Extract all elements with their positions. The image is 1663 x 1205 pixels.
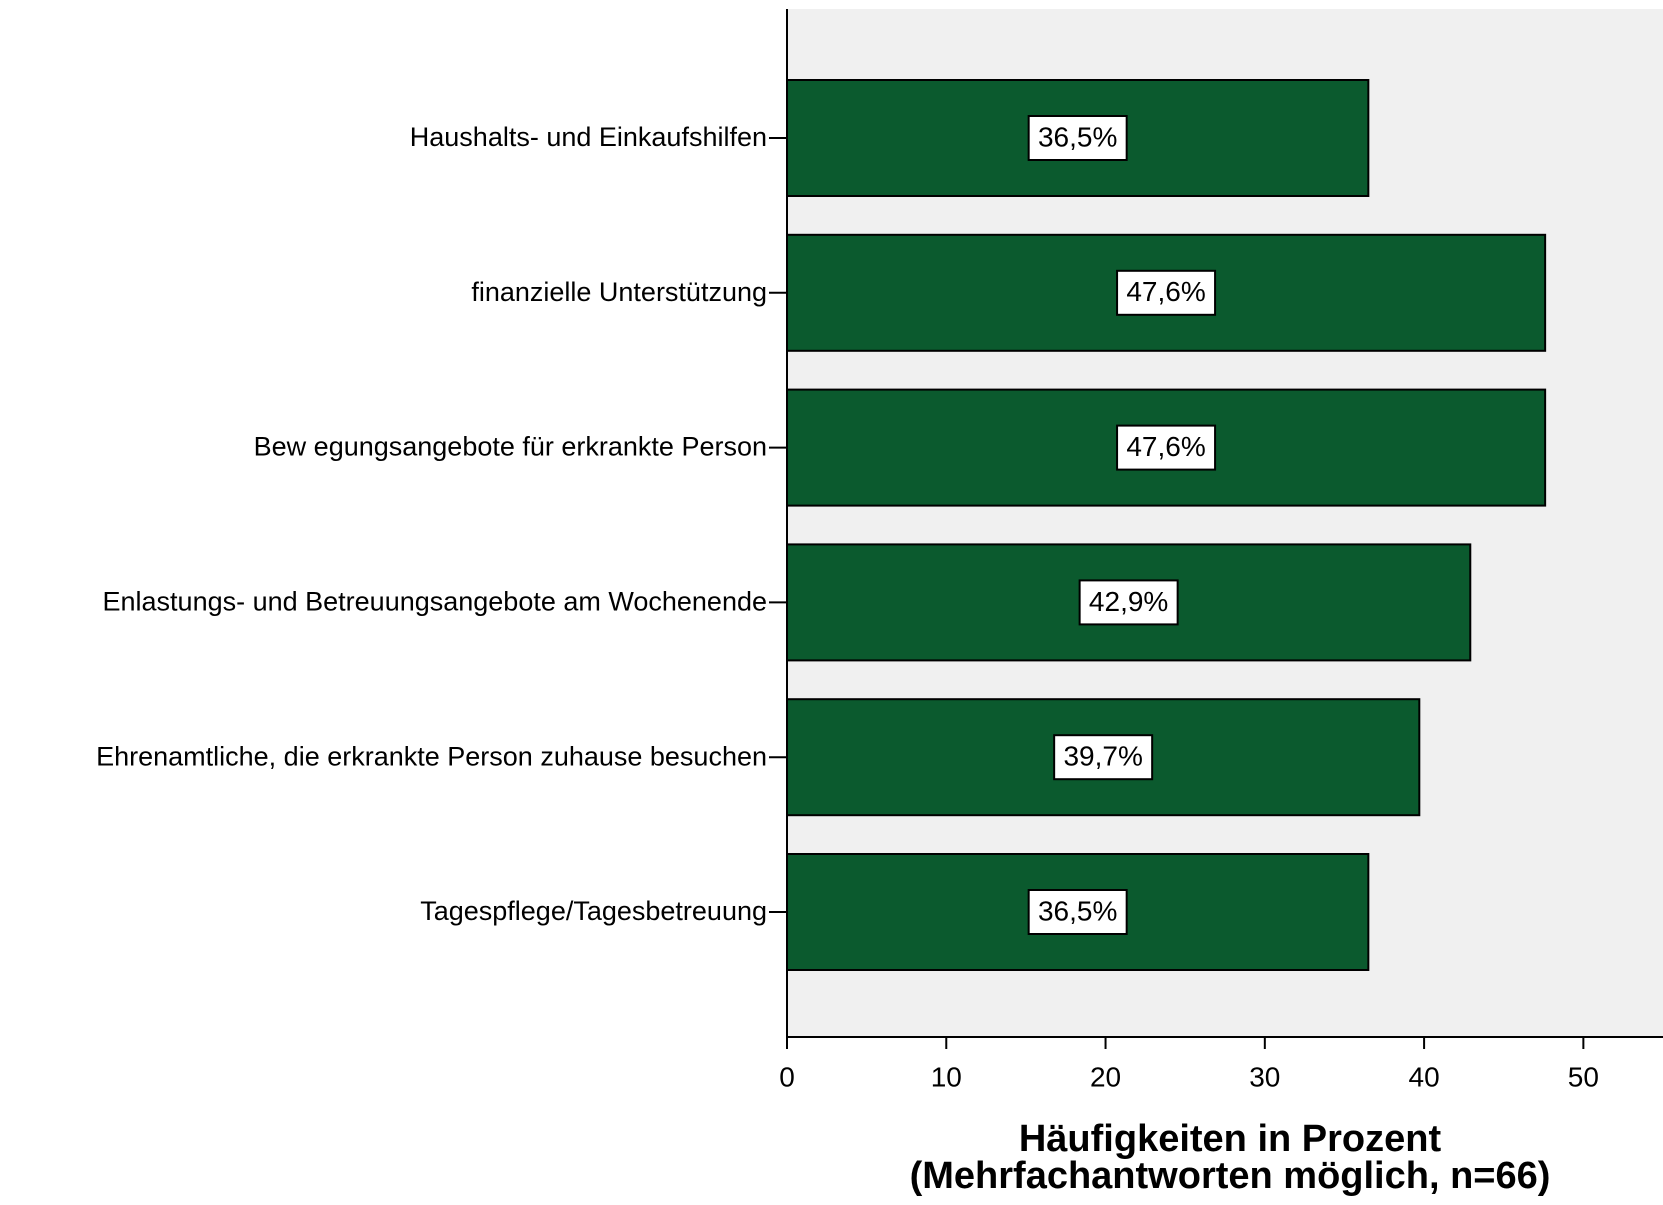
- value-label-box: [1116, 424, 1217, 471]
- value-label: 36,5%: [1038, 121, 1117, 152]
- value-label: 47,6%: [1126, 431, 1205, 462]
- value-label: 47,6%: [1126, 276, 1205, 307]
- x-tick-label: 50: [1568, 1061, 1599, 1092]
- x-tick-label: 10: [931, 1061, 962, 1092]
- value-label-box: [1027, 889, 1128, 935]
- x-tick-label: 20: [1090, 1061, 1121, 1092]
- x-axis-label: Häufigkeiten in Prozent: [1019, 1118, 1442, 1160]
- x-tick-label: 40: [1409, 1061, 1440, 1092]
- value-label: 39,7%: [1063, 741, 1142, 772]
- value-label-box: [1116, 269, 1217, 316]
- value-label-box: [1027, 115, 1128, 161]
- x-tick-label: 30: [1249, 1061, 1280, 1092]
- value-label: 36,5%: [1038, 895, 1117, 926]
- x-axis-label: (Mehrfachantworten möglich, n=66): [910, 1155, 1551, 1197]
- value-label-box: [1053, 734, 1154, 781]
- value-label: 42,9%: [1089, 586, 1168, 617]
- y-tick-label: finanzielle Unterstützung: [471, 277, 767, 307]
- y-tick-label: Haushalts- und Einkaufshilfen: [410, 122, 767, 152]
- y-tick-label: Bew egungsangebote für erkrankte Person: [254, 432, 767, 462]
- value-label-box: [1078, 579, 1179, 626]
- x-tick-label: 0: [779, 1061, 795, 1092]
- y-tick-label: Tagespflege/Tagesbetreuung: [420, 896, 767, 926]
- y-tick-label: Ehrenamtliche, die erkrankte Person zuha…: [96, 741, 767, 771]
- y-tick-label: Enlastungs- und Betreuungsangebote am Wo…: [103, 587, 767, 617]
